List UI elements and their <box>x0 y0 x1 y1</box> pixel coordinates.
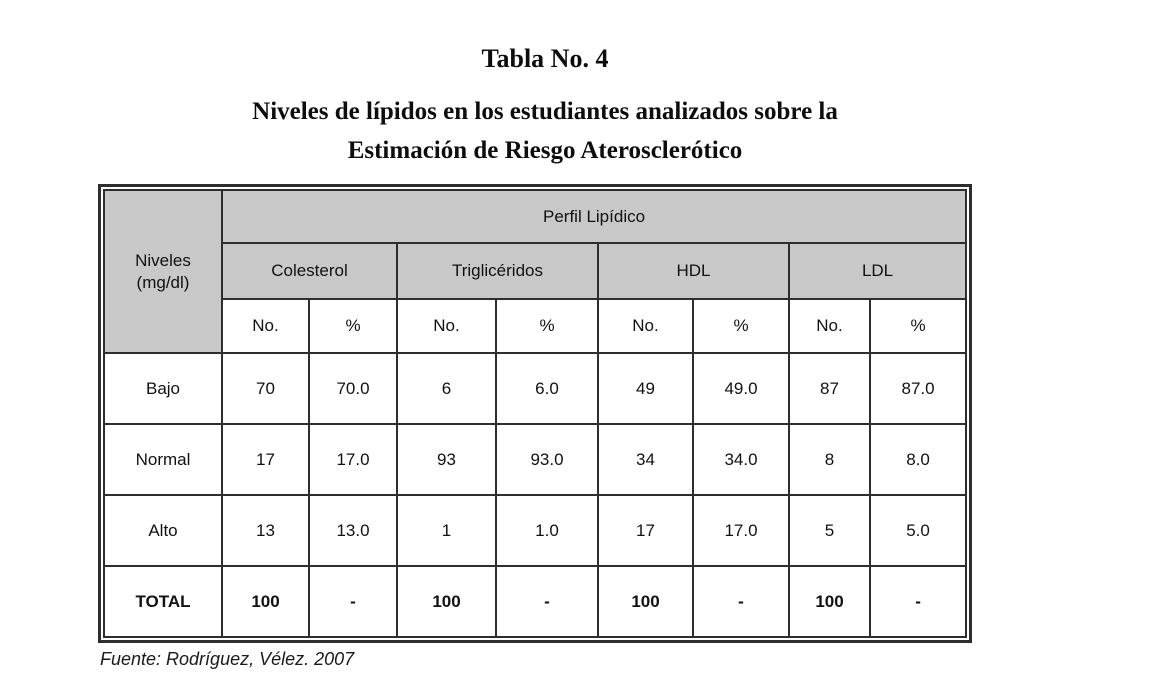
table-cell: 100 <box>597 565 694 638</box>
table-title-line1: Niveles de lípidos en los estudiantes an… <box>252 98 838 125</box>
subheader-colesterol-no: No. <box>221 298 310 354</box>
lipid-table-frame: Niveles (mg/dl) Perfil Lipídico Colester… <box>98 184 973 643</box>
table-row-group-headers: Colesterol Triglicéridos HDL LDL <box>104 242 968 300</box>
row-label: TOTAL <box>103 565 223 638</box>
table-cell: 70 <box>221 352 310 425</box>
table-cell: 6.0 <box>495 352 599 425</box>
perfil-lipidico-header: Perfil Lipídico <box>220 189 968 244</box>
corner-header-line1: Niveles <box>135 250 191 270</box>
table-cell: 17 <box>597 494 694 567</box>
table-cell: 49.0 <box>692 352 790 425</box>
subheader-trigliceridos-no: No. <box>396 298 497 354</box>
row-label: Normal <box>103 423 223 496</box>
table-row-alto: Alto 13 13.0 1 1.0 17 17.0 5 5.0 <box>103 494 968 567</box>
table-row-total: TOTAL 100 - 100 - 100 - 100 - <box>103 565 968 638</box>
table-cell: 17.0 <box>308 423 398 496</box>
row-label: Bajo <box>103 352 223 425</box>
group-header-colesterol: Colesterol <box>221 242 398 300</box>
table-cell: 87 <box>788 352 871 425</box>
corner-header-line2: (mg/dl) <box>136 272 190 292</box>
table-cell: 8 <box>788 423 871 496</box>
table-title-line2: Estimación de Riesgo Aterosclerótico <box>347 137 743 164</box>
table-cell: 1 <box>396 494 497 567</box>
table-cell: - <box>692 565 790 638</box>
table-cell: - <box>308 565 398 638</box>
table-row-top-header: Niveles (mg/dl) Perfil Lipídico <box>103 189 968 354</box>
subheader-ldl-no: No. <box>788 298 871 354</box>
table-cell: 1.0 <box>495 494 599 567</box>
table-row-normal: Normal 17 17.0 93 93.0 34 34.0 8 8.0 <box>103 423 968 496</box>
table-cell: 17.0 <box>692 494 790 567</box>
subheader-hdl-no: No. <box>597 298 694 354</box>
table-cell: 13 <box>221 494 310 567</box>
table-cell: 87.0 <box>868 352 968 425</box>
group-header-hdl: HDL <box>597 242 790 300</box>
table-cell: 49 <box>597 352 694 425</box>
table-number-title: Tabla No. 4 <box>481 44 609 73</box>
table-cell: 34 <box>597 423 694 496</box>
table-cell: 70.0 <box>308 352 398 425</box>
table-cell: 93.0 <box>495 423 599 496</box>
lipid-table: Niveles (mg/dl) Perfil Lipídico Colester… <box>103 189 968 638</box>
group-header-ldl: LDL <box>787 242 968 300</box>
table-cell: 5 <box>788 494 871 567</box>
table-cell: 6 <box>396 352 497 425</box>
subheader-hdl-pct: % <box>692 298 790 354</box>
subheader-colesterol-pct: % <box>308 298 398 354</box>
table-cell: 17 <box>221 423 310 496</box>
table-row-sub-headers: No. % No. % No. % No. % <box>104 298 968 354</box>
table-cell: 13.0 <box>308 494 398 567</box>
corner-header-cell: Niveles (mg/dl) <box>103 189 223 354</box>
table-cell: 8.0 <box>868 423 968 496</box>
table-cell: 5.0 <box>868 494 968 567</box>
source-note: Fuente: Rodríguez, Vélez. 2007 <box>100 649 355 669</box>
row-label: Alto <box>103 494 223 567</box>
table-cell: 100 <box>788 565 871 638</box>
group-header-trigliceridos: Triglicéridos <box>396 242 599 300</box>
table-cell: 34.0 <box>692 423 790 496</box>
table-row-bajo: Bajo 70 70.0 6 6.0 49 49.0 87 87.0 <box>103 352 968 425</box>
table-cell: 100 <box>221 565 310 638</box>
table-cell: 93 <box>396 423 497 496</box>
subheader-trigliceridos-pct: % <box>495 298 599 354</box>
table-cell: 100 <box>396 565 497 638</box>
table-cell: - <box>868 565 968 638</box>
table-cell: - <box>495 565 599 638</box>
subheader-ldl-pct: % <box>868 298 968 354</box>
title-block: Tabla No. 4 Niveles de lípidos en los es… <box>0 44 1090 170</box>
